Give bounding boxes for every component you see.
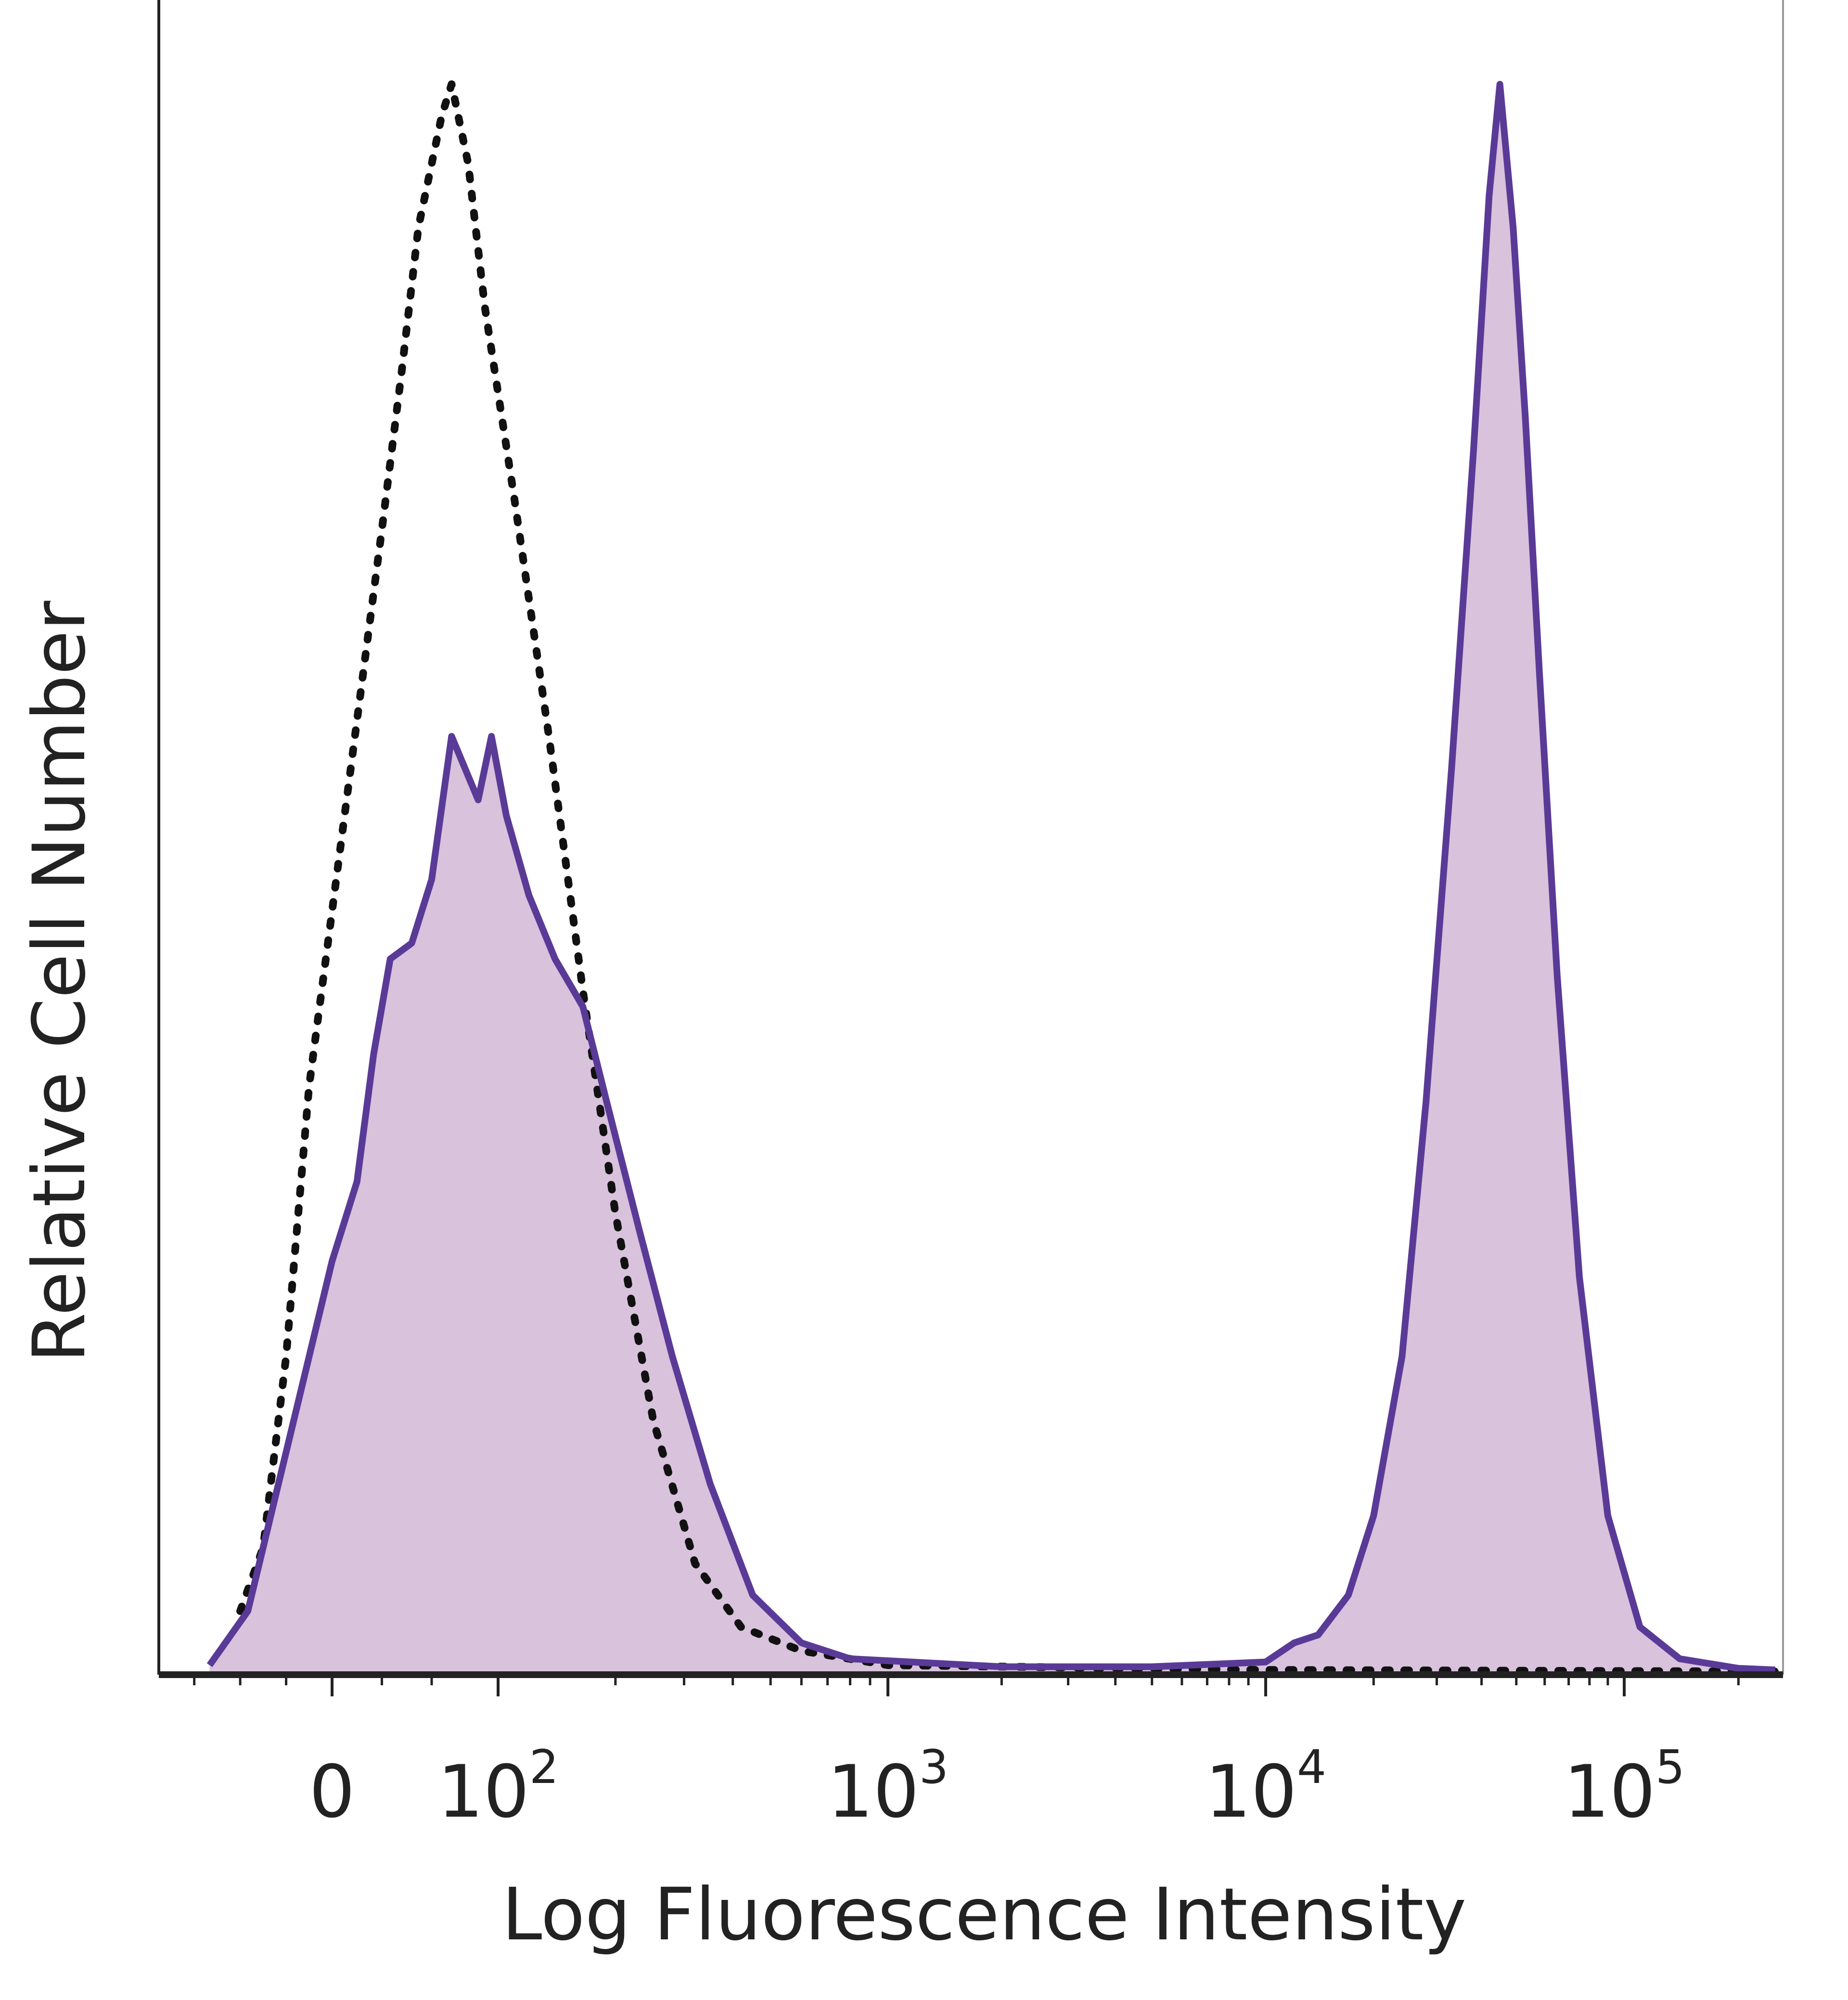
x-tick-label: 105: [1564, 1740, 1685, 1834]
stained-histogram-fill: [209, 84, 1775, 1675]
x-tick-label: 0: [309, 1750, 355, 1834]
x-tick-label: 104: [1205, 1740, 1326, 1834]
x-tick-label-exponent: 3: [919, 1740, 949, 1794]
axes: [157, 0, 1784, 1678]
x-tick-label-exponent: 5: [1656, 1740, 1685, 1794]
x-axis-ticks: [193, 1675, 1740, 1696]
x-tick-label-exponent: 2: [529, 1740, 559, 1794]
plot-area: [206, 80, 1779, 1676]
y-axis-label: Relative Cell Number: [18, 601, 102, 1363]
x-tick-label: 103: [827, 1740, 949, 1834]
x-tick-label-exponent: 4: [1297, 1740, 1326, 1794]
x-tick-label: 102: [437, 1740, 559, 1834]
control-histogram-line: [236, 80, 1779, 1676]
x-axis-label: Log Fluorescence Intensity: [502, 1873, 1466, 1957]
stained-histogram-line: [206, 81, 1776, 1674]
x-axis-tick-labels: 0 102 103 104 105: [309, 1740, 1685, 1834]
